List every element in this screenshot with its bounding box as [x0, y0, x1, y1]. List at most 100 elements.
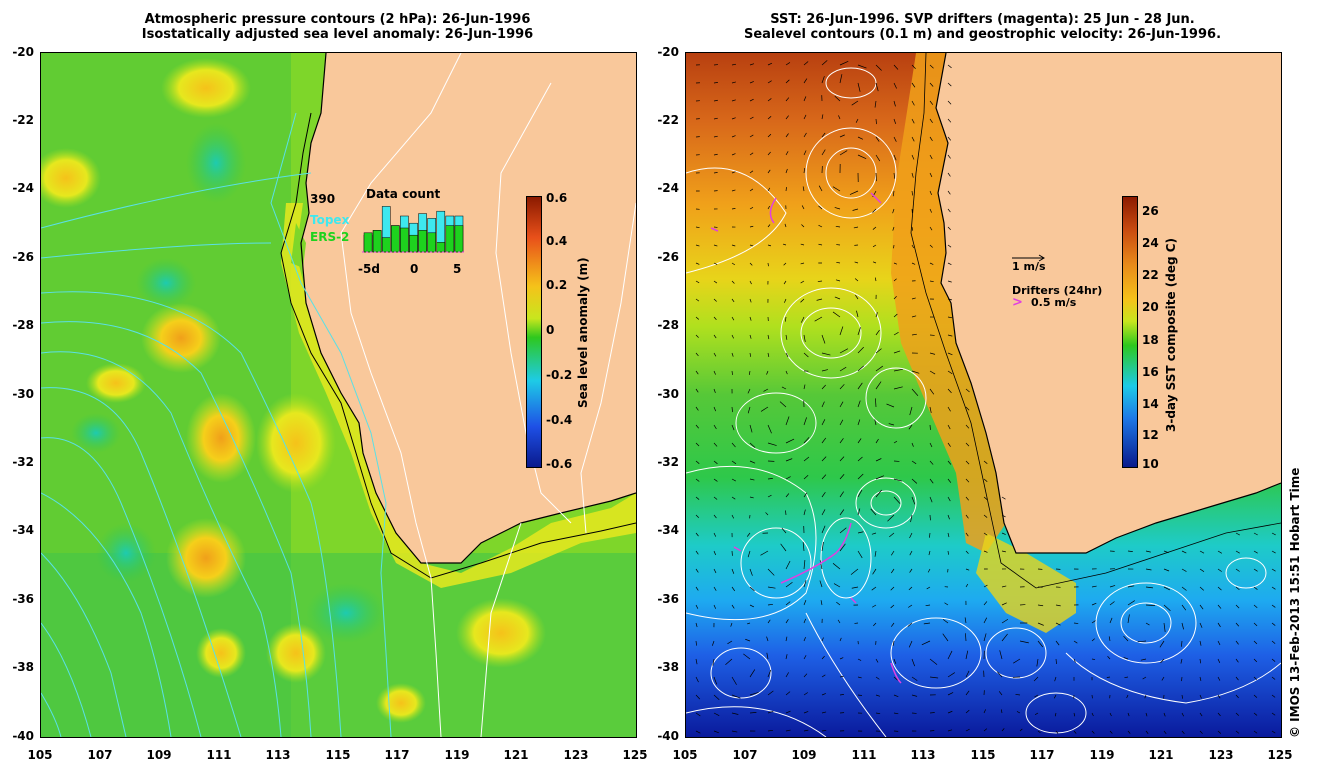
drifter-legend-icon: > [1012, 295, 1023, 310]
velocity-arrow [929, 64, 934, 69]
velocity-arrow [749, 496, 754, 499]
data-count-bars [362, 206, 466, 253]
velocity-arrow [875, 154, 881, 162]
velocity-arrow [803, 509, 806, 516]
velocity-arrow [832, 563, 841, 570]
right-title-line1: SST: 26-Jun-1996. SVP drifters (magenta)… [770, 12, 1195, 27]
velocity-arrow [1091, 585, 1097, 588]
sla-high-blob [266, 623, 326, 683]
velocity-arrow [947, 154, 951, 159]
velocity-arrow [767, 80, 772, 84]
velocity-arrow [839, 150, 848, 156]
velocity-arrow [893, 368, 903, 372]
velocity-arrow [1145, 730, 1149, 734]
velocity-arrow [1271, 550, 1276, 554]
velocity-arrow [731, 424, 735, 431]
velocity-arrow [947, 190, 951, 195]
velocity-arrow [929, 226, 933, 231]
velocity-arrow [921, 640, 931, 646]
velocity-arrow [911, 694, 918, 697]
ers2-bar [418, 230, 427, 253]
velocity-arrow [695, 352, 699, 357]
velocity-arrow [1013, 658, 1021, 664]
velocity-arrow [785, 654, 788, 660]
velocity-arrow [872, 261, 877, 264]
velocity-arrow [947, 460, 952, 465]
velocity-arrow [767, 603, 773, 606]
ers2-bar [381, 237, 391, 253]
velocity-arrow [1001, 618, 1009, 624]
velocity-arrow [1235, 640, 1239, 645]
sla-high-blob [86, 363, 146, 403]
right-colorbar [1122, 196, 1138, 468]
right-cb-tick: 16 [1142, 365, 1159, 379]
velocity-arrow [785, 62, 791, 66]
left-lat-tick: -38 [12, 660, 34, 674]
velocity-arrow [911, 442, 914, 447]
right-lon-tick: 113 [910, 748, 936, 762]
velocity-arrow [929, 262, 934, 265]
velocity-arrow [1055, 640, 1060, 646]
velocity-arrow [947, 118, 952, 123]
velocity-arrow [749, 692, 759, 696]
velocity-arrow [821, 674, 826, 678]
velocity-arrow [1019, 640, 1029, 644]
velocity-arrow [965, 550, 969, 554]
velocity-arrow [1145, 712, 1148, 717]
right-lat-tick: -36 [657, 592, 679, 606]
velocity-arrow [820, 600, 823, 606]
velocity-arrow [929, 460, 934, 465]
velocity-arrow [731, 586, 736, 592]
velocity-arrow [874, 100, 877, 108]
left-lon-tick: 113 [265, 748, 291, 762]
left-map-panel[interactable] [40, 52, 637, 738]
velocity-arrow [785, 79, 790, 84]
velocity-arrow [874, 419, 877, 426]
velocity-arrow [857, 508, 861, 516]
right-map-panel[interactable] [685, 52, 1282, 738]
velocity-arrow [713, 153, 718, 156]
velocity-arrow [929, 388, 935, 395]
velocity-arrow [1199, 676, 1202, 682]
velocity-arrow [1001, 585, 1007, 588]
left-lat-tick: -40 [12, 729, 34, 743]
velocity-arrow [888, 423, 895, 426]
sla-high-blob [456, 598, 546, 668]
velocity-arrow [853, 226, 859, 229]
velocity-arrow [857, 456, 863, 462]
velocity-arrow [833, 583, 841, 588]
left-title: Atmospheric pressure contours (2 hPa): 2… [40, 12, 635, 42]
velocity-arrow [893, 496, 901, 504]
velocity-arrow [713, 244, 718, 247]
right-cb-tick: 14 [1142, 397, 1159, 411]
velocity-arrow [785, 115, 789, 120]
velocity-arrow [695, 550, 699, 555]
velocity-arrow [785, 133, 789, 138]
right-cb-tick: 10 [1142, 457, 1159, 471]
velocity-arrow [749, 442, 756, 448]
velocity-arrow [713, 712, 720, 717]
velocity-arrow [747, 550, 751, 558]
velocity-arrow [857, 438, 862, 444]
velocity-arrow [785, 581, 793, 588]
velocity-arrow [766, 652, 769, 660]
velocity-arrow [911, 478, 918, 484]
velocity-arrow [893, 154, 897, 161]
velocity-arrow [965, 583, 969, 588]
isobath-line [910, 53, 1281, 589]
velocity-arrow [1253, 550, 1258, 554]
velocity-arrow [695, 676, 699, 683]
velocity-arrow [713, 604, 717, 609]
velocity-arrow [731, 208, 736, 210]
velocity-arrow [1001, 550, 1006, 553]
coastal-band [281, 203, 636, 588]
land-contours [340, 53, 636, 737]
velocity-arrow [749, 298, 752, 303]
dc-xtick: -5d [358, 262, 380, 276]
velocity-arrow [1181, 604, 1187, 611]
velocity-arrow [911, 118, 915, 124]
velocity-arrow [767, 424, 772, 434]
velocity-arrow [947, 406, 951, 412]
ers2-bar [363, 232, 373, 253]
velocity-arrow [767, 352, 770, 357]
